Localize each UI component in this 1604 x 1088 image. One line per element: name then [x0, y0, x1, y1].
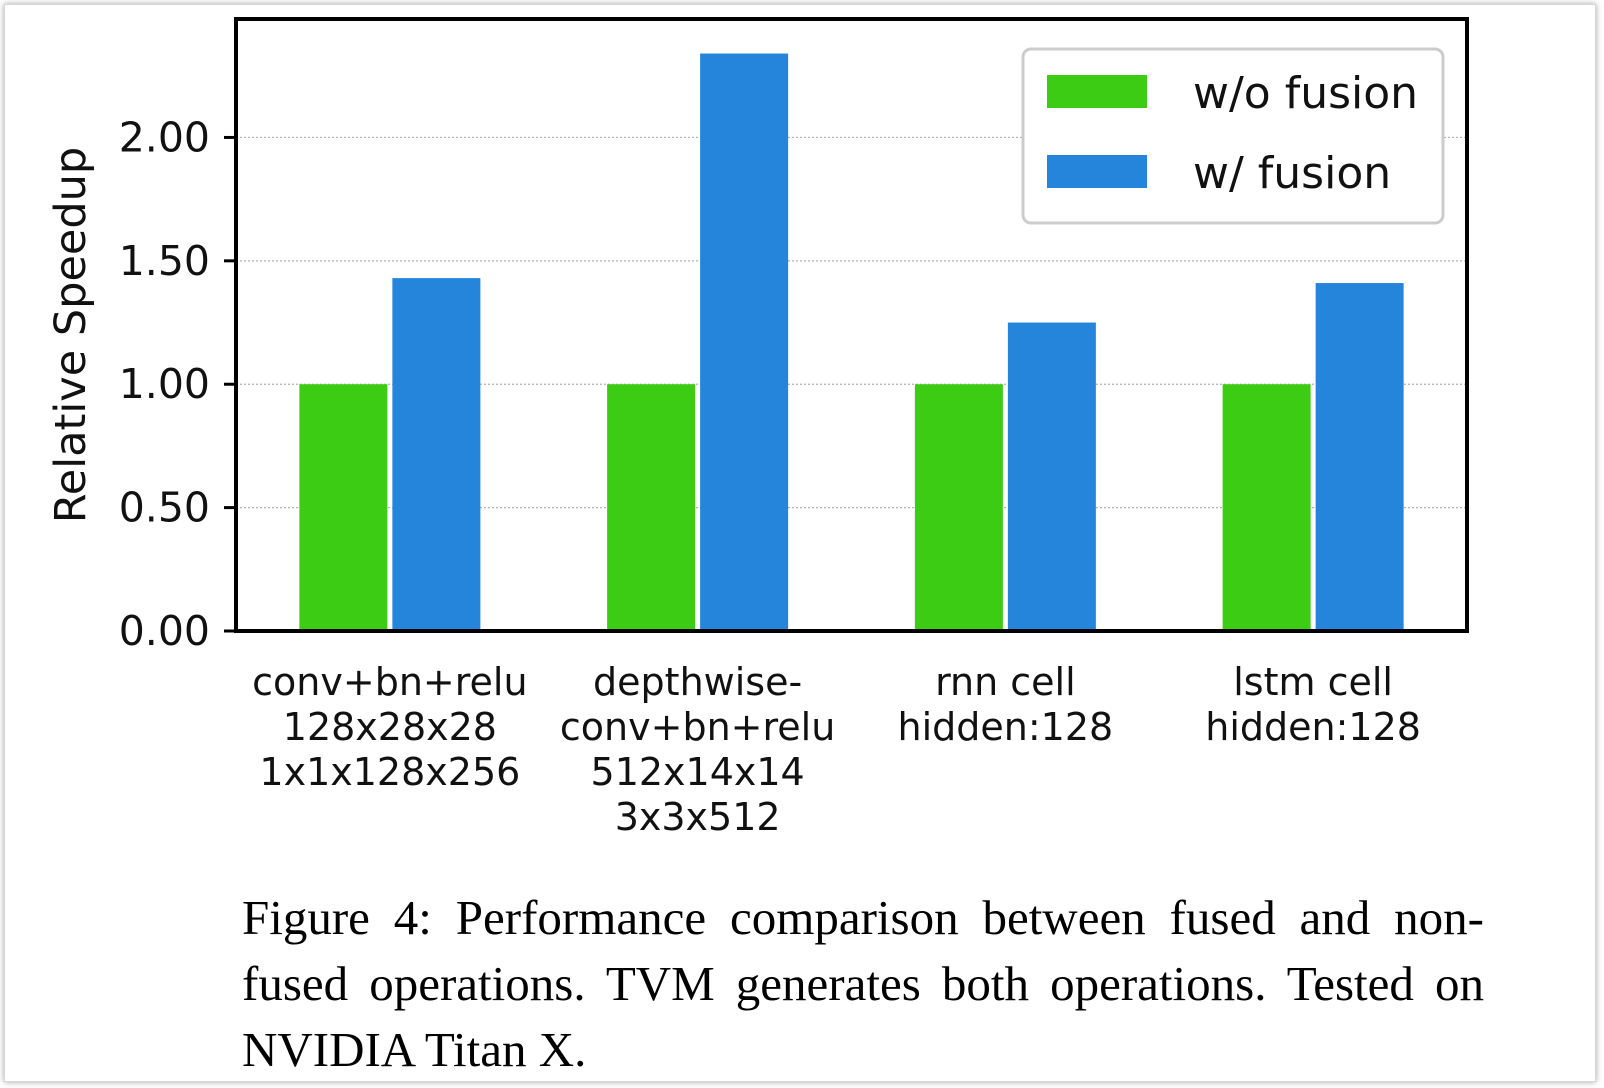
x-tick-label-line: lstm cell: [1233, 660, 1393, 704]
y-axis-title: Relative Speedup: [46, 147, 96, 523]
y-tick-label: 1.00: [119, 360, 210, 408]
bar-with-fusion: [1007, 322, 1096, 631]
x-tick-label-line: 128x28x28: [283, 705, 497, 749]
x-tick-label: rnn cell hidden:128: [898, 660, 1114, 749]
x-tick-labels: conv+bn+relu 128x28x28 1x1x128x256depthwis…: [252, 660, 1421, 839]
legend-swatch: [1047, 75, 1147, 108]
x-tick-label-line: hidden:128: [1205, 705, 1421, 749]
figure-frame: 0.00 0.50 1.00 1.50 2.00 conv+bn+relu 128x28x…: [4, 4, 1596, 1082]
x-tick-label-line: rnn cell: [935, 660, 1076, 704]
legend-swatch: [1047, 155, 1147, 188]
x-tick-label-line: hidden:128: [898, 705, 1114, 749]
x-tick-label-line: depthwise-: [593, 660, 802, 704]
y-tick-label: 1.50: [119, 237, 210, 285]
bar-chart: 0.000.501.001.502.00 conv+bn+relu 128x28x…: [46, 17, 1469, 839]
y-tick-label: 0.00: [119, 607, 210, 655]
bar-without-fusion: [607, 384, 696, 631]
legend: w/o fusion w/ fusion: [1021, 47, 1445, 225]
bar-with-fusion: [1315, 283, 1404, 631]
x-tick-label: depthwise-conv+bn+relu 512x14x14 3x3x512: [560, 660, 835, 839]
legend-label: w/ fusion: [1193, 148, 1391, 199]
bars: [299, 53, 1404, 631]
x-tick-label-line: conv+bn+relu: [560, 705, 835, 749]
bar-with-fusion: [700, 53, 789, 631]
x-tick-label-line: conv+bn+relu: [252, 660, 527, 704]
x-tick-label: lstm cell hidden:128: [1205, 660, 1421, 749]
y-tick-label: 0.50: [119, 484, 210, 532]
bar-with-fusion: [392, 278, 481, 631]
x-tick-label: conv+bn+relu 128x28x28 1x1x128x256: [252, 660, 527, 794]
bar-without-fusion: [1222, 384, 1311, 631]
figure-caption: Figure 4: Performance comparison between…: [242, 890, 1484, 1077]
x-tick-label-line: 3x3x512: [615, 795, 781, 839]
bar-without-fusion: [914, 384, 1003, 631]
x-tick-label-line: 512x14x14: [591, 750, 805, 794]
y-ticks: 0.00 0.50 1.00 1.50 2.00: [119, 113, 236, 655]
legend-label: w/o fusion: [1193, 68, 1418, 119]
bar-without-fusion: [299, 384, 388, 631]
y-tick-label: 2.00: [119, 113, 210, 161]
plot-frame: [234, 17, 1469, 633]
x-tick-label-line: 1x1x128x256: [259, 750, 520, 794]
